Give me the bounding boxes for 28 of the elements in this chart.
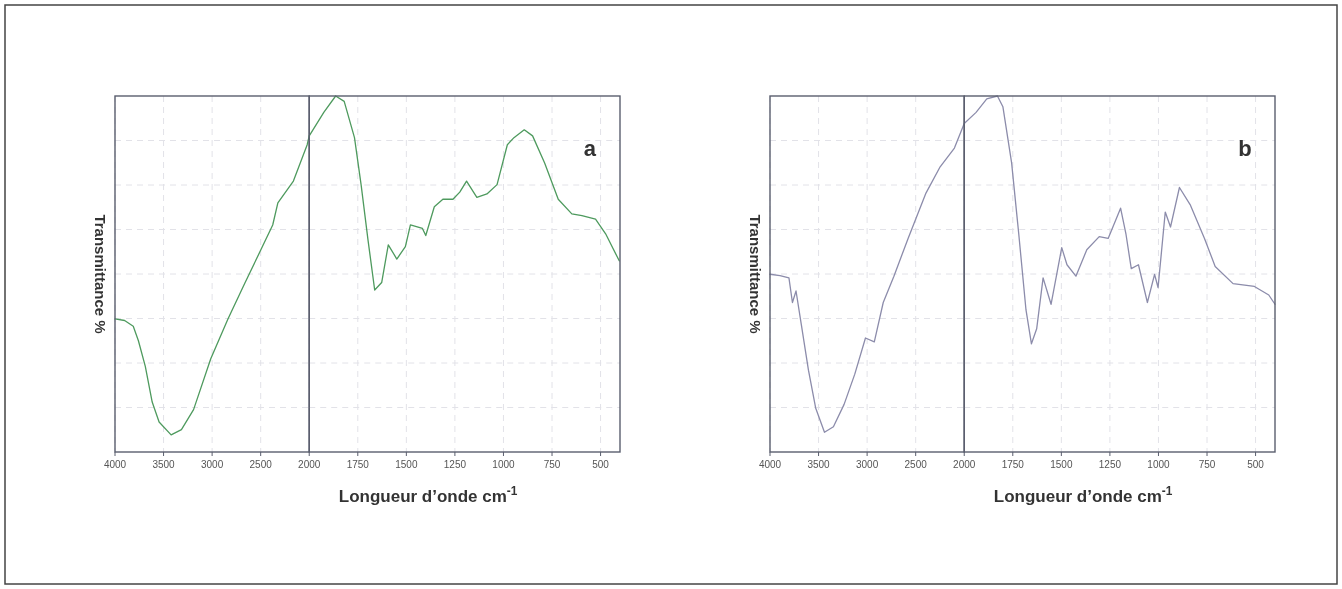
x-tick-label: 3000 (855, 459, 879, 470)
x-tick-label: 1000 (492, 459, 516, 470)
x-tick-label: 500 (592, 459, 610, 470)
x-tick-label: 750 (1198, 459, 1216, 470)
x-axis-title: Longueur d’onde cm$^{-1}$ (338, 484, 518, 506)
x-axis-title: Longueur d’onde cm$^{-1}$ (993, 484, 1173, 506)
x-tick-label: 3500 (152, 459, 176, 470)
x-tick-label: 500 (1247, 459, 1265, 470)
x-tick-label: 1000 (1147, 459, 1171, 470)
x-tick-label: 2000 (298, 459, 321, 470)
x-tick-label: 2500 (904, 459, 928, 470)
x-tick-label: 1500 (395, 459, 418, 470)
x-tick-label: 1750 (346, 459, 370, 470)
x-tick-label: 3500 (807, 459, 831, 470)
x-tick-label: 4000 (103, 459, 127, 470)
x-tick-label: 4000 (758, 459, 782, 470)
x-tick-label: 1250 (1098, 459, 1122, 470)
annotation: b (1238, 136, 1252, 161)
x-tick-label: 1750 (1001, 459, 1025, 470)
y-axis-title: Transmittance % (92, 214, 109, 334)
x-tick-label: 1500 (1050, 459, 1073, 470)
x-tick-label: 1250 (443, 459, 467, 470)
x-tick-label: 3000 (200, 459, 224, 470)
x-tick-label: 2500 (249, 459, 273, 470)
annotation: a (583, 136, 597, 161)
x-tick-label: 2000 (953, 459, 976, 470)
y-axis-title: Transmittance % (747, 214, 764, 334)
x-tick-label: 750 (543, 459, 561, 470)
